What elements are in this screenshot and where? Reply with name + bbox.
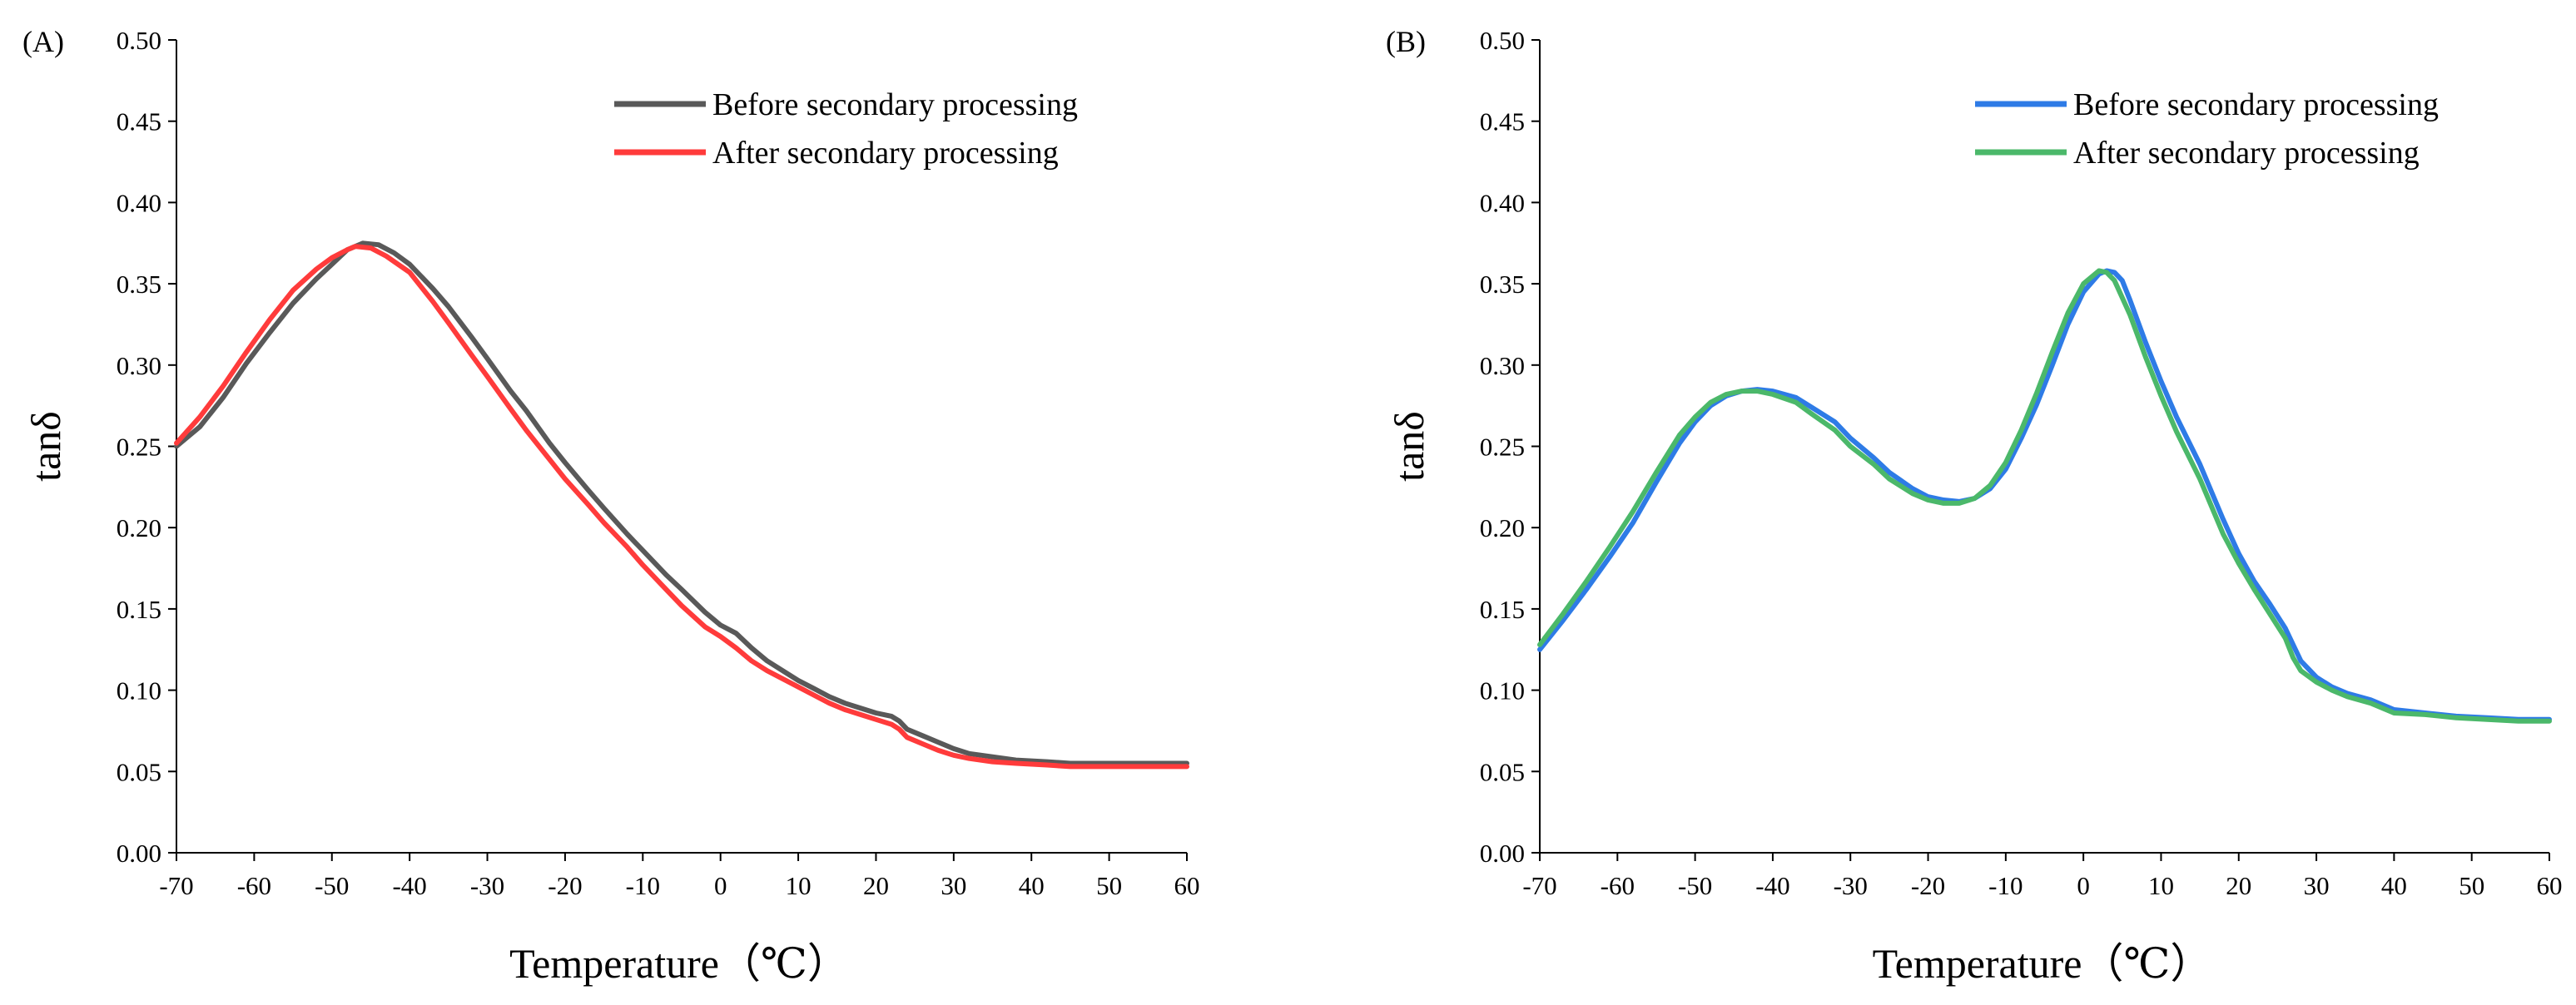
x-tick-label: -10 [626, 871, 660, 900]
series-line-before [1537, 268, 2552, 722]
x-tick-label: 20 [863, 871, 889, 900]
y-tick-label: 0.35 [1480, 270, 1525, 299]
panel-a: 0.00 0.05 0.10 0.15 0.20 0.25 0.30 0.35 0.40 0.45… [22, 25, 1200, 987]
series-line-after [174, 244, 1189, 770]
x-tick-label: 0 [714, 871, 727, 900]
panel-b: 0.00 0.05 0.10 0.15 0.20 0.25 0.30 0.35 0.40 0.45… [1386, 25, 2563, 987]
y-tick-label: 0.00 [1480, 839, 1525, 868]
legend: Before secondary processing After seconda… [1975, 87, 2439, 171]
x-tick-label: -70 [1522, 871, 1556, 900]
legend-label: Before secondary processing [712, 87, 1078, 122]
x-tick-label: -50 [1678, 871, 1712, 900]
y-axis-title: tanδ [1386, 411, 1432, 482]
y-tick-label: 0.30 [1480, 351, 1525, 380]
x-tick-label: 50 [1096, 871, 1122, 900]
x-tick-label: 40 [2381, 871, 2407, 900]
y-tick-label: 0.10 [1480, 676, 1525, 705]
x-tick-label: 30 [941, 871, 966, 900]
x-tick-label: 50 [2459, 871, 2484, 900]
x-tick-label: -40 [1755, 871, 1789, 900]
panel-label: (B) [1386, 25, 1426, 58]
x-tick-label: 0 [2077, 871, 2090, 900]
y-axis-title: tanδ [22, 411, 69, 482]
y-tick-label: 0.20 [1480, 513, 1525, 542]
y-tick-label: 0.40 [117, 188, 161, 217]
x-tick-label: 60 [1174, 871, 1200, 900]
y-tick-label: 0.15 [1480, 595, 1525, 624]
legend-label: After secondary processing [2073, 136, 2420, 171]
x-tick-label: -40 [392, 871, 426, 900]
x-tick-label: -20 [1911, 871, 1945, 900]
x-tick-label: -60 [1601, 871, 1635, 900]
y-tick-label: 0.50 [1480, 26, 1525, 55]
series-line-after [1537, 268, 2552, 724]
x-tick-label: 20 [2226, 871, 2251, 900]
y-tick-label: 0.35 [117, 270, 161, 299]
y-tick-label: 0.25 [117, 433, 161, 462]
x-axis-title: Temperature（℃） [1873, 940, 2212, 987]
panel-label: (A) [22, 25, 64, 58]
x-tick-label: 40 [1019, 871, 1045, 900]
x-tick-label: -30 [1834, 871, 1868, 900]
x-tick-label: 60 [2537, 871, 2563, 900]
y-tick-label: 0.15 [117, 595, 161, 624]
y-tick-label: 0.20 [117, 513, 161, 542]
x-tick-label: -50 [315, 871, 349, 900]
y-tick-label: 0.45 [117, 107, 161, 136]
y-tick-label: 0.25 [1480, 433, 1525, 462]
x-tick-label: -60 [237, 871, 271, 900]
x-tick-label: 10 [786, 871, 812, 900]
y-tick-label: 0.05 [1480, 757, 1525, 786]
x-tick-label: -30 [470, 871, 504, 900]
legend-label: Before secondary processing [2073, 87, 2439, 122]
legend-label: After secondary processing [712, 136, 1059, 171]
y-tick-label: 0.45 [1480, 107, 1525, 136]
y-tick-label: 0.05 [117, 757, 161, 786]
x-tick-label: 30 [2304, 871, 2330, 900]
y-tick-label: 0.30 [117, 351, 161, 380]
x-tick-label: -10 [1988, 871, 2023, 900]
y-tick-label: 0.10 [117, 676, 161, 705]
y-tick-label: 0.00 [117, 839, 161, 868]
y-tick-label: 0.50 [117, 26, 161, 55]
series-line-before [174, 240, 1189, 766]
x-tick-label: -70 [159, 871, 193, 900]
y-tick-label: 0.40 [1480, 188, 1525, 217]
x-tick-label: 10 [2148, 871, 2174, 900]
x-tick-label: -20 [548, 871, 582, 900]
x-axis-title: Temperature（℃） [509, 940, 849, 987]
legend: Before secondary processing After seconda… [614, 87, 1078, 171]
